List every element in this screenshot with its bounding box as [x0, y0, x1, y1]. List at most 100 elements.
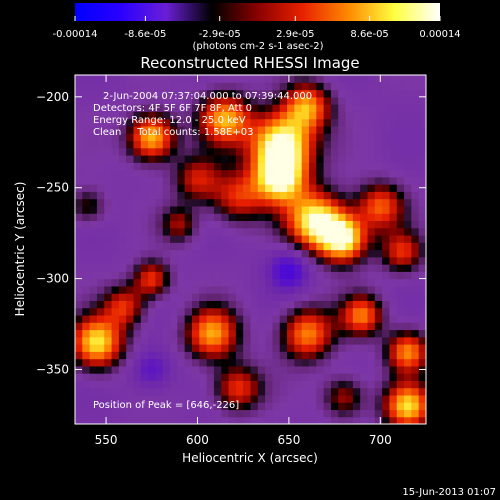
heatmap-cell	[382, 118, 391, 127]
heatmap-cell	[309, 140, 317, 149]
heatmap-cell	[184, 205, 193, 214]
heatmap-cell	[265, 169, 274, 178]
heatmap-cell	[148, 358, 157, 367]
heatmap-cell	[301, 162, 310, 171]
heatmap-cell	[96, 402, 105, 411]
y-tick-label: −200	[36, 90, 69, 104]
heatmap-cell	[104, 278, 113, 287]
heatmap-cell	[228, 111, 237, 120]
heatmap-cell	[330, 89, 339, 98]
heatmap-cell	[250, 147, 259, 156]
heatmap-cell	[206, 300, 215, 309]
heatmap-cell	[235, 307, 244, 316]
heatmap-cell	[301, 249, 310, 258]
heatmap-cell	[199, 351, 208, 360]
heatmap-cell	[287, 96, 295, 105]
heatmap-cell	[192, 271, 200, 280]
heatmap-cell	[316, 256, 325, 265]
heatmap-cell	[330, 314, 339, 323]
heatmap-cell	[265, 329, 274, 338]
heatmap-cell	[316, 387, 325, 396]
heatmap-cell	[221, 358, 230, 367]
heatmap-cell	[89, 293, 98, 301]
heatmap-cell	[411, 82, 420, 91]
heatmap-cell	[170, 365, 178, 374]
colorbar-ticks: -0.00014 -8.6e-05 -2.9e-05 2.9e-05 8.6e-05 0.…	[53, 16, 461, 40]
heatmap-cell	[279, 96, 288, 105]
heatmap-cell	[148, 198, 157, 207]
heatmap-cell	[162, 154, 171, 163]
heatmap-cell	[257, 162, 266, 171]
heatmap-cell	[96, 111, 105, 120]
heatmap-cell	[162, 75, 171, 83]
heatmap-cell	[148, 264, 157, 272]
heatmap-cell	[265, 133, 274, 142]
heatmap-cell	[126, 387, 135, 396]
heatmap-cell	[184, 75, 193, 83]
heatmap-cell	[148, 249, 157, 258]
heatmap-cell	[265, 191, 274, 200]
heatmap-cell	[411, 89, 420, 98]
heatmap-cell	[345, 227, 354, 236]
heatmap-cell	[367, 351, 376, 360]
heatmap-cell	[89, 300, 98, 309]
heatmap-cell	[177, 154, 186, 163]
heatmap-cell	[82, 351, 91, 360]
heatmap-cell	[323, 198, 332, 207]
heatmap-cell	[199, 111, 208, 120]
heatmap-cell	[418, 416, 426, 424]
heatmap-cell	[316, 125, 325, 134]
heatmap-cell	[140, 191, 149, 200]
heatmap-cell	[118, 380, 127, 389]
heatmap-cell	[221, 184, 230, 192]
heatmap-cell	[235, 380, 244, 389]
heatmap-cell	[133, 293, 142, 301]
heatmap-cell	[184, 198, 193, 207]
heatmap-cell	[82, 140, 91, 149]
heatmap-cell	[265, 249, 274, 258]
heatmap-cell	[243, 380, 252, 389]
heatmap-cell	[140, 394, 149, 403]
heatmap-cell	[345, 220, 354, 229]
heatmap-cell	[418, 322, 426, 331]
heatmap-cell	[294, 125, 303, 134]
heatmap-cell	[338, 169, 347, 178]
heatmap-cell	[111, 293, 120, 301]
heatmap-cell	[338, 111, 347, 120]
heatmap-cell	[345, 416, 354, 424]
heatmap-cell	[382, 409, 391, 418]
heatmap-cell	[206, 125, 215, 134]
heatmap-cell	[243, 213, 252, 222]
heatmap-cell	[111, 147, 120, 156]
heatmap-cell	[228, 213, 237, 222]
heatmap-cell	[257, 184, 266, 192]
heatmap-cell	[382, 373, 391, 381]
heatmap-cell	[118, 329, 127, 338]
heatmap-cell	[82, 89, 91, 98]
heatmap-cell	[330, 198, 339, 207]
heatmap-cell	[250, 191, 259, 200]
heatmap-cell	[323, 351, 332, 360]
heatmap-cell	[352, 227, 361, 236]
heatmap-cell	[301, 416, 310, 424]
heatmap-cell	[118, 169, 127, 178]
heatmap-cell	[96, 416, 105, 424]
heatmap-cell	[184, 249, 193, 258]
heatmap-cell	[265, 278, 274, 287]
heatmap-cell	[374, 307, 383, 316]
heatmap-cell	[345, 147, 354, 156]
annotation-peak-position: Position of Peak = [646,-226]	[93, 400, 239, 411]
heatmap-cell	[235, 162, 244, 171]
heatmap-cell	[389, 118, 398, 127]
heatmap-cell	[265, 162, 274, 171]
heatmap-cell	[177, 344, 186, 352]
heatmap-cell	[411, 402, 420, 411]
heatmap-cell	[287, 111, 295, 120]
heatmap-cell	[323, 336, 332, 345]
y-tick-label: −350	[36, 362, 69, 376]
heatmap-cell	[148, 133, 157, 142]
heatmap-cell	[177, 409, 186, 418]
heatmap-cell	[96, 307, 105, 316]
heatmap-cell	[243, 234, 252, 243]
heatmap-cell	[316, 184, 325, 192]
